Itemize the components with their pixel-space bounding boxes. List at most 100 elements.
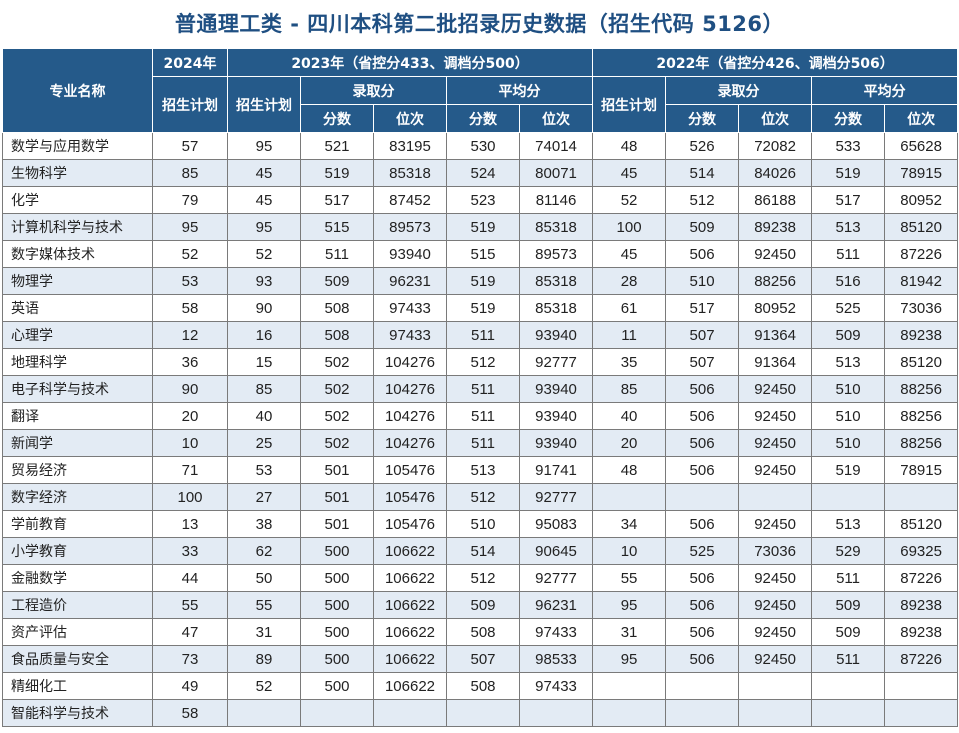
table-cell: 52 <box>227 672 301 700</box>
table-cell: 519 <box>446 213 520 241</box>
table-cell <box>300 699 374 727</box>
table-cell: 97433 <box>518 618 594 646</box>
table-cell: 89573 <box>518 240 594 268</box>
table-cell: 85120 <box>884 213 959 241</box>
table-cell: 74014 <box>518 132 594 160</box>
table-cell <box>738 483 813 511</box>
header-year-2022: 2022年（省控分426、调档分506） <box>592 48 959 77</box>
table-cell: 93940 <box>518 402 594 430</box>
table-cell: 86188 <box>738 186 813 214</box>
major-name-cell: 贸易经济 <box>2 456 153 484</box>
table-cell: 15 <box>227 348 301 376</box>
table-cell: 88256 <box>738 267 813 295</box>
table-cell: 92450 <box>738 645 813 673</box>
table-cell <box>811 699 886 727</box>
header-avg-2022: 平均分 <box>811 76 959 105</box>
table-cell: 71 <box>152 456 228 484</box>
table-cell: 508 <box>300 294 374 322</box>
major-name-cell: 食品质量与安全 <box>2 645 153 673</box>
table-cell: 509 <box>665 213 740 241</box>
table-cell: 81146 <box>518 186 594 214</box>
table-cell: 38 <box>227 510 301 538</box>
table-cell: 104276 <box>373 375 447 403</box>
table-cell: 87226 <box>884 645 959 673</box>
table-cell: 33 <box>152 537 228 565</box>
table-cell: 34 <box>592 510 667 538</box>
table-cell: 80952 <box>884 186 959 214</box>
table-cell: 530 <box>446 132 520 160</box>
header-major: 专业名称 <box>2 48 153 133</box>
table-cell: 511 <box>446 429 520 457</box>
table-cell: 92777 <box>518 564 594 592</box>
table-cell: 52 <box>227 240 301 268</box>
table-cell: 513 <box>811 213 886 241</box>
table-cell: 55 <box>227 591 301 619</box>
table-cell: 58 <box>152 699 228 727</box>
table-cell: 501 <box>300 456 374 484</box>
table-cell <box>665 672 740 700</box>
major-name-cell: 新闻学 <box>2 429 153 457</box>
major-name-cell: 工程造价 <box>2 591 153 619</box>
table-cell: 105476 <box>373 456 447 484</box>
table-cell: 89238 <box>884 591 959 619</box>
table-cell: 95 <box>227 132 301 160</box>
table-cell: 502 <box>300 375 374 403</box>
admission-data-table: 专业名称 2024年 2023年（省控分433、调档分500） 2022年（省控… <box>2 48 959 727</box>
major-name-cell: 化学 <box>2 186 153 214</box>
table-cell: 513 <box>811 510 886 538</box>
table-row: 小学教育 33 62 500 106622 514 90645 10 525 73036 529 69… <box>2 537 959 565</box>
table-cell: 96231 <box>373 267 447 295</box>
table-row: 金融数学 44 50 500 106622 512 92777 55 506 92450 511 87… <box>2 564 959 592</box>
table-cell: 85120 <box>884 348 959 376</box>
table-cell: 97433 <box>373 321 447 349</box>
table-cell <box>446 699 520 727</box>
table-cell: 83195 <box>373 132 447 160</box>
table-cell: 53 <box>227 456 301 484</box>
table-cell: 89573 <box>373 213 447 241</box>
table-cell: 509 <box>811 591 886 619</box>
table-cell: 98533 <box>518 645 594 673</box>
table-row: 智能科学与技术 58 <box>2 699 959 727</box>
table-cell: 502 <box>300 429 374 457</box>
table-cell: 511 <box>446 375 520 403</box>
header-rank: 位次 <box>373 104 447 133</box>
table-cell <box>518 699 594 727</box>
table-cell: 20 <box>152 402 228 430</box>
table-cell: 93940 <box>518 321 594 349</box>
table-cell: 28 <box>592 267 667 295</box>
table-cell: 79 <box>152 186 228 214</box>
major-name-cell: 电子科学与技术 <box>2 375 153 403</box>
table-row: 贸易经济 71 53 501 105476 513 91741 48 506 92450 519 78… <box>2 456 959 484</box>
major-name-cell: 智能科学与技术 <box>2 699 153 727</box>
table-cell: 105476 <box>373 510 447 538</box>
table-cell: 502 <box>300 348 374 376</box>
table-cell: 85318 <box>518 294 594 322</box>
table-cell: 80071 <box>518 159 594 187</box>
table-cell: 73 <box>152 645 228 673</box>
table-cell: 105476 <box>373 483 447 511</box>
table-cell: 80952 <box>738 294 813 322</box>
table-cell: 91364 <box>738 348 813 376</box>
table-cell: 48 <box>592 132 667 160</box>
table-cell: 100 <box>152 483 228 511</box>
header-year-2023: 2023年（省控分433、调档分500） <box>226 48 594 77</box>
table-cell: 92450 <box>738 240 813 268</box>
table-cell: 106622 <box>373 645 447 673</box>
table-cell: 516 <box>811 267 886 295</box>
table-cell: 45 <box>227 159 301 187</box>
header-plan-2024: 招生计划 <box>152 76 228 133</box>
table-cell: 84026 <box>738 159 813 187</box>
table-cell: 45 <box>592 159 667 187</box>
header-year-2024: 2024年 <box>152 48 228 77</box>
table-cell: 87452 <box>373 186 447 214</box>
table-cell: 521 <box>300 132 374 160</box>
table-cell: 50 <box>227 564 301 592</box>
table-cell: 106622 <box>373 564 447 592</box>
table-cell: 524 <box>446 159 520 187</box>
table-cell: 58 <box>152 294 228 322</box>
table-cell: 40 <box>227 402 301 430</box>
table-cell: 509 <box>811 618 886 646</box>
table-cell: 506 <box>665 591 740 619</box>
header-plan-2022: 招生计划 <box>592 76 667 133</box>
table-row: 地理科学 36 15 502 104276 512 92777 35 507 91364 513 85… <box>2 348 959 376</box>
